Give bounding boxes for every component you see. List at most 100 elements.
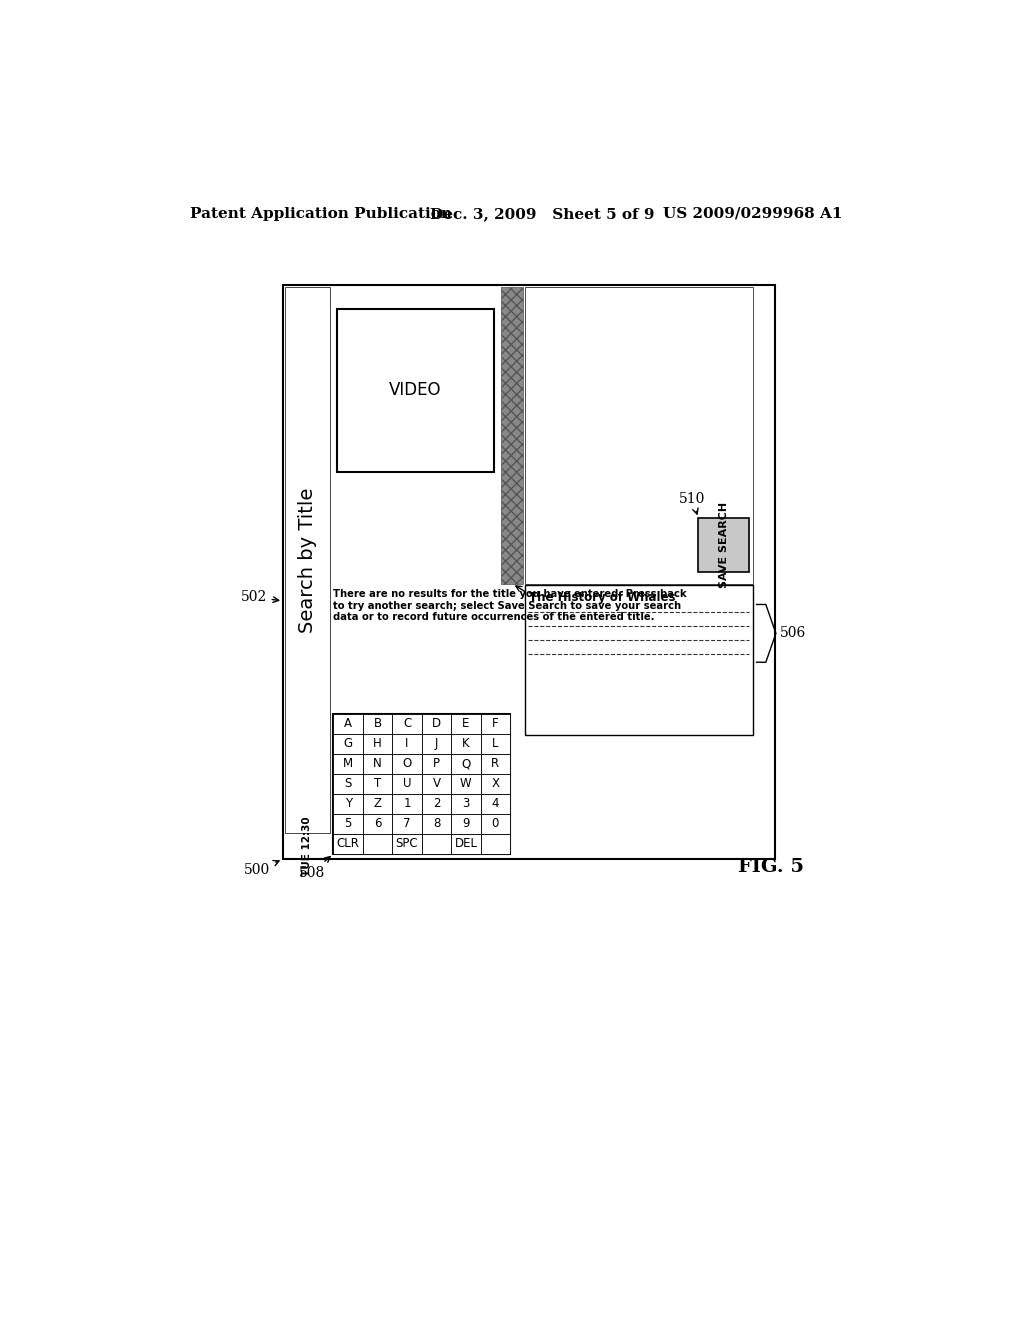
- Bar: [422, 834, 452, 854]
- Bar: [334, 774, 362, 793]
- Bar: [524, 286, 753, 583]
- Text: to try another search; select Save Search to save your search: to try another search; select Save Searc…: [334, 601, 682, 611]
- Text: 8: 8: [433, 817, 440, 830]
- Text: FIG. 5: FIG. 5: [738, 858, 804, 875]
- Bar: [392, 793, 422, 813]
- Text: V: V: [432, 777, 440, 791]
- Text: F: F: [493, 717, 499, 730]
- Bar: [422, 714, 452, 734]
- Bar: [331, 478, 500, 494]
- Bar: [422, 813, 452, 834]
- Text: G: G: [343, 737, 352, 750]
- Text: X: X: [492, 777, 500, 791]
- Bar: [392, 834, 422, 854]
- Text: P: P: [433, 758, 440, 770]
- Bar: [392, 813, 422, 834]
- Text: M: M: [343, 758, 353, 770]
- Text: DEL: DEL: [455, 837, 477, 850]
- Bar: [337, 309, 494, 471]
- Bar: [452, 714, 480, 734]
- Bar: [362, 734, 392, 754]
- Text: I: I: [406, 737, 409, 750]
- Text: U: U: [402, 777, 412, 791]
- Bar: [392, 774, 422, 793]
- Text: 0: 0: [492, 817, 499, 830]
- Text: N: N: [373, 758, 382, 770]
- Bar: [422, 754, 452, 774]
- Text: Y: Y: [344, 797, 351, 810]
- Bar: [452, 734, 480, 754]
- Bar: [502, 286, 523, 583]
- Bar: [480, 734, 510, 754]
- Bar: [362, 714, 392, 734]
- Text: 3: 3: [462, 797, 470, 810]
- Bar: [480, 813, 510, 834]
- Bar: [334, 754, 362, 774]
- Bar: [283, 285, 775, 859]
- Bar: [755, 286, 773, 583]
- Bar: [334, 714, 510, 854]
- Text: B: B: [374, 717, 382, 730]
- Text: US 2009/0299968 A1: US 2009/0299968 A1: [663, 207, 843, 220]
- Text: 508: 508: [299, 857, 330, 880]
- Text: SAVE SEARCH: SAVE SEARCH: [719, 502, 729, 589]
- Text: Search by Title: Search by Title: [298, 487, 316, 632]
- Bar: [480, 714, 510, 734]
- Bar: [480, 754, 510, 774]
- Text: There are no results for the title you have entered. Press back: There are no results for the title you h…: [334, 589, 687, 599]
- Bar: [285, 286, 330, 833]
- Text: 510: 510: [679, 492, 706, 513]
- Bar: [392, 714, 422, 734]
- Text: 9: 9: [462, 817, 470, 830]
- Text: SPC: SPC: [395, 837, 419, 850]
- Bar: [480, 834, 510, 854]
- Text: H: H: [373, 737, 382, 750]
- Text: C: C: [402, 717, 411, 730]
- Text: TUE 12:30: TUE 12:30: [302, 816, 312, 876]
- Bar: [422, 774, 452, 793]
- Text: 502: 502: [241, 590, 279, 605]
- Bar: [524, 585, 753, 735]
- Bar: [698, 519, 749, 572]
- Bar: [422, 793, 452, 813]
- Text: T: T: [374, 777, 381, 791]
- Text: 506: 506: [779, 627, 806, 640]
- Text: 5: 5: [344, 817, 352, 830]
- Bar: [331, 286, 500, 302]
- Bar: [392, 734, 422, 754]
- Text: Z: Z: [374, 797, 382, 810]
- Bar: [392, 754, 422, 774]
- Bar: [480, 793, 510, 813]
- Text: CLR: CLR: [337, 837, 359, 850]
- Text: K: K: [462, 737, 470, 750]
- Text: data or to record future occurrences of the entered title.: data or to record future occurrences of …: [334, 612, 655, 622]
- Text: 500: 500: [245, 861, 280, 878]
- Bar: [452, 813, 480, 834]
- Text: R: R: [492, 758, 500, 770]
- Text: 4: 4: [492, 797, 499, 810]
- Text: O: O: [402, 758, 412, 770]
- Text: L: L: [493, 737, 499, 750]
- Text: 7: 7: [403, 817, 411, 830]
- Bar: [362, 813, 392, 834]
- Bar: [452, 754, 480, 774]
- Text: 6: 6: [374, 817, 381, 830]
- Text: S: S: [344, 777, 352, 791]
- Bar: [334, 734, 362, 754]
- Bar: [362, 754, 392, 774]
- Bar: [422, 734, 452, 754]
- Text: E: E: [462, 717, 470, 730]
- Text: 504: 504: [516, 586, 568, 618]
- Bar: [362, 793, 392, 813]
- Text: Dec. 3, 2009   Sheet 5 of 9: Dec. 3, 2009 Sheet 5 of 9: [430, 207, 654, 220]
- Text: Patent Application Publication: Patent Application Publication: [190, 207, 452, 220]
- Bar: [362, 774, 392, 793]
- Text: J: J: [435, 737, 438, 750]
- Bar: [480, 774, 510, 793]
- Text: D: D: [432, 717, 441, 730]
- Bar: [334, 813, 362, 834]
- Bar: [285, 834, 330, 858]
- Bar: [334, 834, 362, 854]
- Text: The History of Whales: The History of Whales: [529, 591, 676, 605]
- Bar: [362, 834, 392, 854]
